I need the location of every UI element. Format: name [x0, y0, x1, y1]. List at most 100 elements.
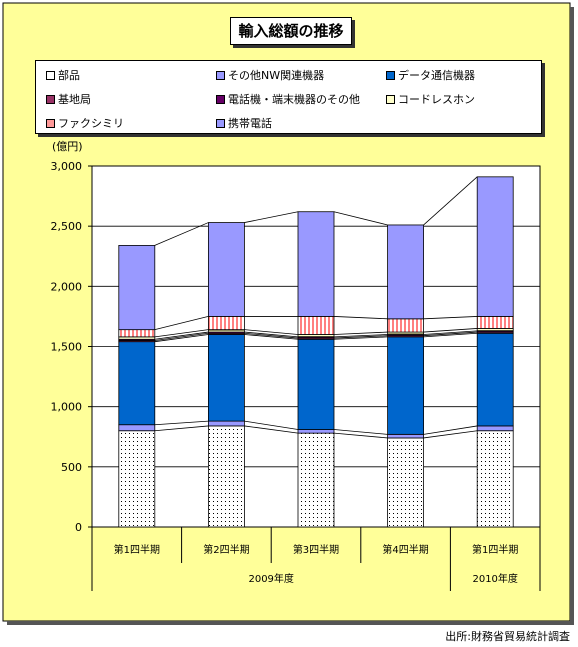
- y-tick-label: 500: [61, 461, 82, 474]
- bar-segment-mobile: [118, 245, 156, 331]
- legend-item-base: 基地局: [46, 91, 91, 107]
- bar-segment-nw: [118, 424, 156, 432]
- series-line: [244, 420, 299, 430]
- legend: 部品 その他NW関連機器 データ通信機器基地局 電話機・端末機器のその他 コードレスホン…: [35, 60, 542, 134]
- source-note: 出所:財務省貿易統計調査: [445, 630, 570, 643]
- y-tick-label: 1,500: [51, 341, 83, 354]
- legend-swatch: [386, 70, 395, 80]
- series-line: [154, 334, 209, 343]
- bar-segment-nw: [207, 420, 245, 427]
- bar-segment-fax: [297, 316, 335, 335]
- legend-label: 部品: [58, 69, 80, 82]
- bar-segment-parts: [118, 430, 156, 528]
- x-tick-label: 第1四半期: [472, 543, 518, 556]
- series-line: [423, 176, 478, 226]
- legend-item-parts: 部品: [46, 67, 80, 83]
- series-line: [154, 329, 209, 338]
- series-line: [423, 332, 478, 338]
- plot-area: 0 500 1,000 1,500 2,000 2,500 3,000 (億円) 第1四半期 第2…: [51, 140, 541, 591]
- chart-title: 輸入総額の推移: [230, 17, 352, 45]
- bar-segment-datacomm: [387, 336, 425, 435]
- legend-swatch: [216, 118, 225, 128]
- legend-label: 電話機・端末機器のその他: [228, 93, 360, 106]
- bar-segment-nw: [476, 425, 514, 432]
- legend-label: コードレスホン: [398, 93, 475, 106]
- y-tick-label: 2,000: [51, 280, 83, 293]
- x-tick-label: 第4四半期: [382, 543, 428, 556]
- x-tick-label: 第3四半期: [293, 543, 339, 556]
- y-tick-label: 0: [75, 521, 82, 534]
- bar-segment-nw: [297, 429, 335, 434]
- y-tick-label: 1,000: [51, 401, 83, 414]
- series-line: [244, 332, 299, 339]
- series-line: [244, 334, 299, 340]
- series-line: [244, 331, 299, 338]
- x-group-label: 2009年度: [248, 572, 293, 585]
- series-line: [423, 331, 478, 337]
- y-unit-label: (億円): [52, 140, 83, 153]
- x-tick-label: 第1四半期: [114, 543, 160, 556]
- series-line: [244, 211, 299, 223]
- bar-segment-parts: [387, 437, 425, 528]
- bar-segment-nw: [387, 433, 425, 439]
- bar-segment-datacomm: [207, 334, 245, 422]
- x-tick-label: 第2四半期: [203, 543, 249, 556]
- legend-item-nw: その他NW関連機器: [216, 67, 324, 83]
- series-line: [244, 425, 299, 434]
- series-line: [154, 425, 209, 432]
- bar-segment-parts: [297, 432, 335, 528]
- series-line: [333, 334, 388, 338]
- legend-swatch: [46, 94, 55, 104]
- series-line: [154, 331, 209, 340]
- legend-swatch: [216, 94, 225, 104]
- legend-swatch: [46, 118, 55, 128]
- series-line: [244, 329, 299, 335]
- bar-segment-parts: [476, 430, 514, 528]
- bar-segment-mobile: [297, 211, 335, 317]
- legend-label: データ通信機器: [398, 69, 475, 82]
- bar-segment-fax: [387, 318, 425, 333]
- series-line: [154, 316, 209, 331]
- series-line: [154, 222, 209, 246]
- bar-segment-parts: [207, 425, 245, 528]
- legend-item-phone_other: 電話機・端末機器のその他: [216, 91, 360, 107]
- series-line: [333, 211, 388, 226]
- series-line: [423, 425, 478, 435]
- series-line: [333, 331, 388, 335]
- series-line: [333, 336, 388, 340]
- series-line: [333, 316, 388, 320]
- bar-segment-datacomm: [476, 332, 514, 427]
- series-line: [333, 429, 388, 435]
- bar-segment-datacomm: [297, 338, 335, 430]
- y-tick-label: 2,500: [51, 220, 83, 233]
- legend-label: その他NW関連機器: [228, 69, 325, 82]
- bar-segment-mobile: [476, 176, 514, 317]
- series-line: [154, 420, 209, 426]
- legend-item-mobile: 携帯電話: [216, 115, 272, 131]
- series-line: [154, 332, 209, 341]
- legend-swatch: [46, 70, 55, 80]
- bar-segment-mobile: [207, 222, 245, 317]
- bar-segment-fax: [207, 316, 245, 331]
- bar-segment-datacomm: [118, 341, 156, 426]
- legend-item-fax: ファクシミリ: [46, 115, 124, 131]
- y-tick-label: 3,000: [51, 160, 83, 173]
- legend-label: ファクシミリ: [58, 117, 124, 130]
- legend-label: 基地局: [58, 93, 91, 106]
- series-line: [333, 335, 388, 339]
- x-group-label: 2010年度: [472, 572, 517, 585]
- series-line: [423, 430, 478, 439]
- legend-item-cordless: コードレスホン: [386, 91, 475, 107]
- legend-swatch: [216, 70, 225, 80]
- chart-shadow: [570, 7, 574, 625]
- series-line: [423, 330, 478, 335]
- series-line: [423, 316, 478, 320]
- bar-segment-fax: [476, 316, 514, 329]
- bar-segment-mobile: [387, 224, 425, 320]
- bar-segment-fax: [118, 329, 156, 338]
- legend-item-datacomm: データ通信機器: [386, 67, 475, 83]
- chart-shadow-bottom: [7, 621, 574, 625]
- legend-label: 携帯電話: [228, 117, 272, 130]
- series-line: [333, 432, 388, 439]
- legend-swatch: [386, 94, 395, 104]
